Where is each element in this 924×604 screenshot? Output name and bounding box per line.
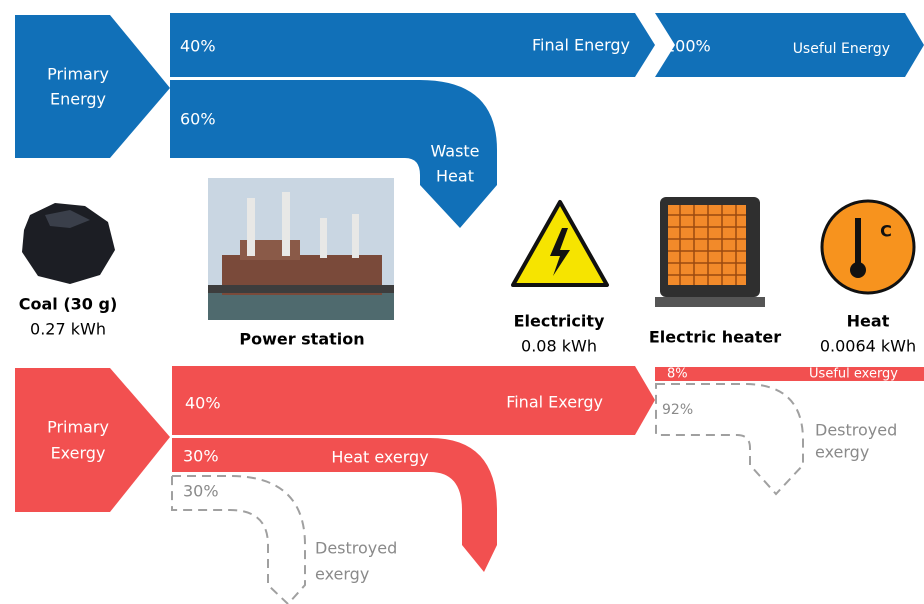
wharf <box>208 285 394 293</box>
useful-exergy-bar <box>655 367 924 381</box>
destroyed-exergy-percent: 92% <box>662 402 693 418</box>
stage-name: Power station <box>239 330 364 349</box>
primary-exergy-arrow <box>15 368 170 512</box>
primary-exergy-label: Primary <box>47 418 109 437</box>
chimney <box>352 214 359 258</box>
chimney <box>320 218 327 258</box>
waste-heat-label: Waste <box>430 142 479 161</box>
river <box>208 292 394 320</box>
destroyed-exergy-label: Destroyed <box>815 421 897 440</box>
destroyed-exergy-label: exergy <box>315 565 369 584</box>
destroyed-exergy-outline <box>171 475 306 604</box>
primary-exergy-label: Exergy <box>51 444 106 463</box>
chimney <box>282 192 290 256</box>
thermometer-bulb <box>850 262 866 278</box>
final-energy-percent: 40% <box>180 37 216 56</box>
heater-icon <box>655 197 765 307</box>
useful-exergy-label: Useful exergy <box>809 367 898 382</box>
chimney <box>247 198 255 256</box>
final-exergy-label: Final Exergy <box>506 393 603 412</box>
useful-exergy-percent: 8% <box>667 367 688 382</box>
stage-name: Electricity <box>514 312 605 331</box>
waste-heat-arrow <box>170 80 497 228</box>
final-energy-arrow <box>170 13 655 77</box>
destroyed-exergy-percent: 30% <box>183 482 219 501</box>
thermometer <box>855 218 861 266</box>
power-station-photo <box>208 178 394 320</box>
primary-energy-arrow <box>15 15 170 158</box>
final-exergy-percent: 40% <box>185 394 221 413</box>
stage-name: Electric heater <box>649 328 781 347</box>
destroyed-exergy-label: exergy <box>815 443 869 462</box>
coal-highlight <box>45 210 90 228</box>
destroyed-exergy-outline <box>655 383 804 496</box>
heat-icon <box>820 199 916 295</box>
coal-icon <box>22 203 115 284</box>
heat-symbol: C <box>880 222 892 241</box>
stage-value: 0.27 kWh <box>30 320 106 339</box>
final-exergy-arrow <box>172 366 655 435</box>
heat-exergy-arrow <box>172 438 497 572</box>
lightning-bolt <box>550 228 570 276</box>
heater-base <box>655 297 765 307</box>
useful-energy-percent: 100% <box>665 37 711 56</box>
useful-energy-arrow <box>655 13 924 77</box>
stage-name: Coal (30 g) <box>19 295 118 314</box>
destroyed-exergy-label: Destroyed <box>315 539 397 558</box>
heat-exergy-percent: 30% <box>183 447 219 466</box>
waste-heat-percent: 60% <box>180 110 216 129</box>
useful-energy-label: Useful Energy <box>793 41 890 57</box>
stage-value: 0.0064 kWh <box>820 337 916 356</box>
heater-grille <box>668 205 746 285</box>
final-energy-label: Final Energy <box>532 36 630 55</box>
heat-exergy-label: Heat exergy <box>331 448 428 467</box>
primary-energy-label: Primary <box>47 65 109 84</box>
waste-heat-label: Heat <box>436 167 474 186</box>
primary-energy-label: Energy <box>50 90 106 109</box>
stage-name: Heat <box>847 312 890 331</box>
heater-glow <box>668 205 746 285</box>
stage-value: 0.08 kWh <box>521 337 597 356</box>
